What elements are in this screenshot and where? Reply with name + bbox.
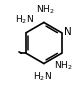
- Text: H$_2$N: H$_2$N: [33, 70, 51, 83]
- Text: N: N: [64, 27, 72, 37]
- Text: NH$_2$: NH$_2$: [54, 60, 73, 72]
- Text: H$_2$N: H$_2$N: [15, 14, 34, 26]
- Text: NH$_2$: NH$_2$: [36, 3, 55, 16]
